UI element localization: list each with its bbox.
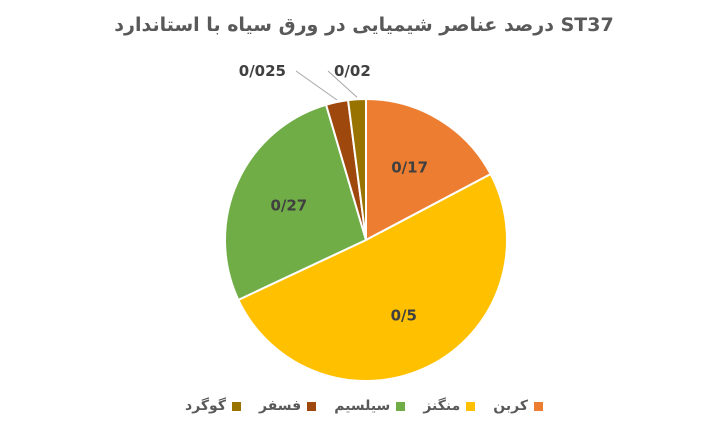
legend-label: سیلسیم (334, 398, 391, 414)
legend-item: سیلسیم (334, 398, 406, 414)
leader-line (327, 70, 358, 98)
chart-title: درصد عناصر شیمیایی در ورق سیاه با استاند… (114, 14, 614, 36)
legend-label: کربن (493, 398, 528, 414)
legend-item: منگنز (423, 398, 476, 414)
legend-swatch (307, 401, 317, 411)
legend-swatch (466, 401, 476, 411)
legend-label: گوگرد (185, 398, 226, 414)
pie-slice (365, 97, 492, 242)
data-label: 0/5 (391, 307, 417, 325)
pie-slice (237, 172, 508, 382)
legend-label: فسفر (258, 398, 302, 414)
legend-label: منگنز (423, 398, 461, 414)
data-label: 0/025 (239, 62, 286, 80)
pie-slice (346, 97, 367, 241)
leader-line (295, 70, 338, 101)
data-label: 0/02 (334, 62, 371, 80)
legend-swatch (396, 401, 406, 411)
legend-item: فسفر (258, 398, 317, 414)
data-label: 0/27 (270, 196, 307, 214)
data-label: 0/17 (391, 159, 428, 177)
legend-swatch (534, 401, 543, 411)
legend-swatch (231, 401, 241, 411)
legend: کربن منگنز سیلسیم فسفر گوگرد (0, 398, 728, 414)
legend-item: کربن (493, 398, 543, 414)
legend-item: گوگرد (185, 398, 241, 414)
pie-slice (224, 103, 368, 302)
